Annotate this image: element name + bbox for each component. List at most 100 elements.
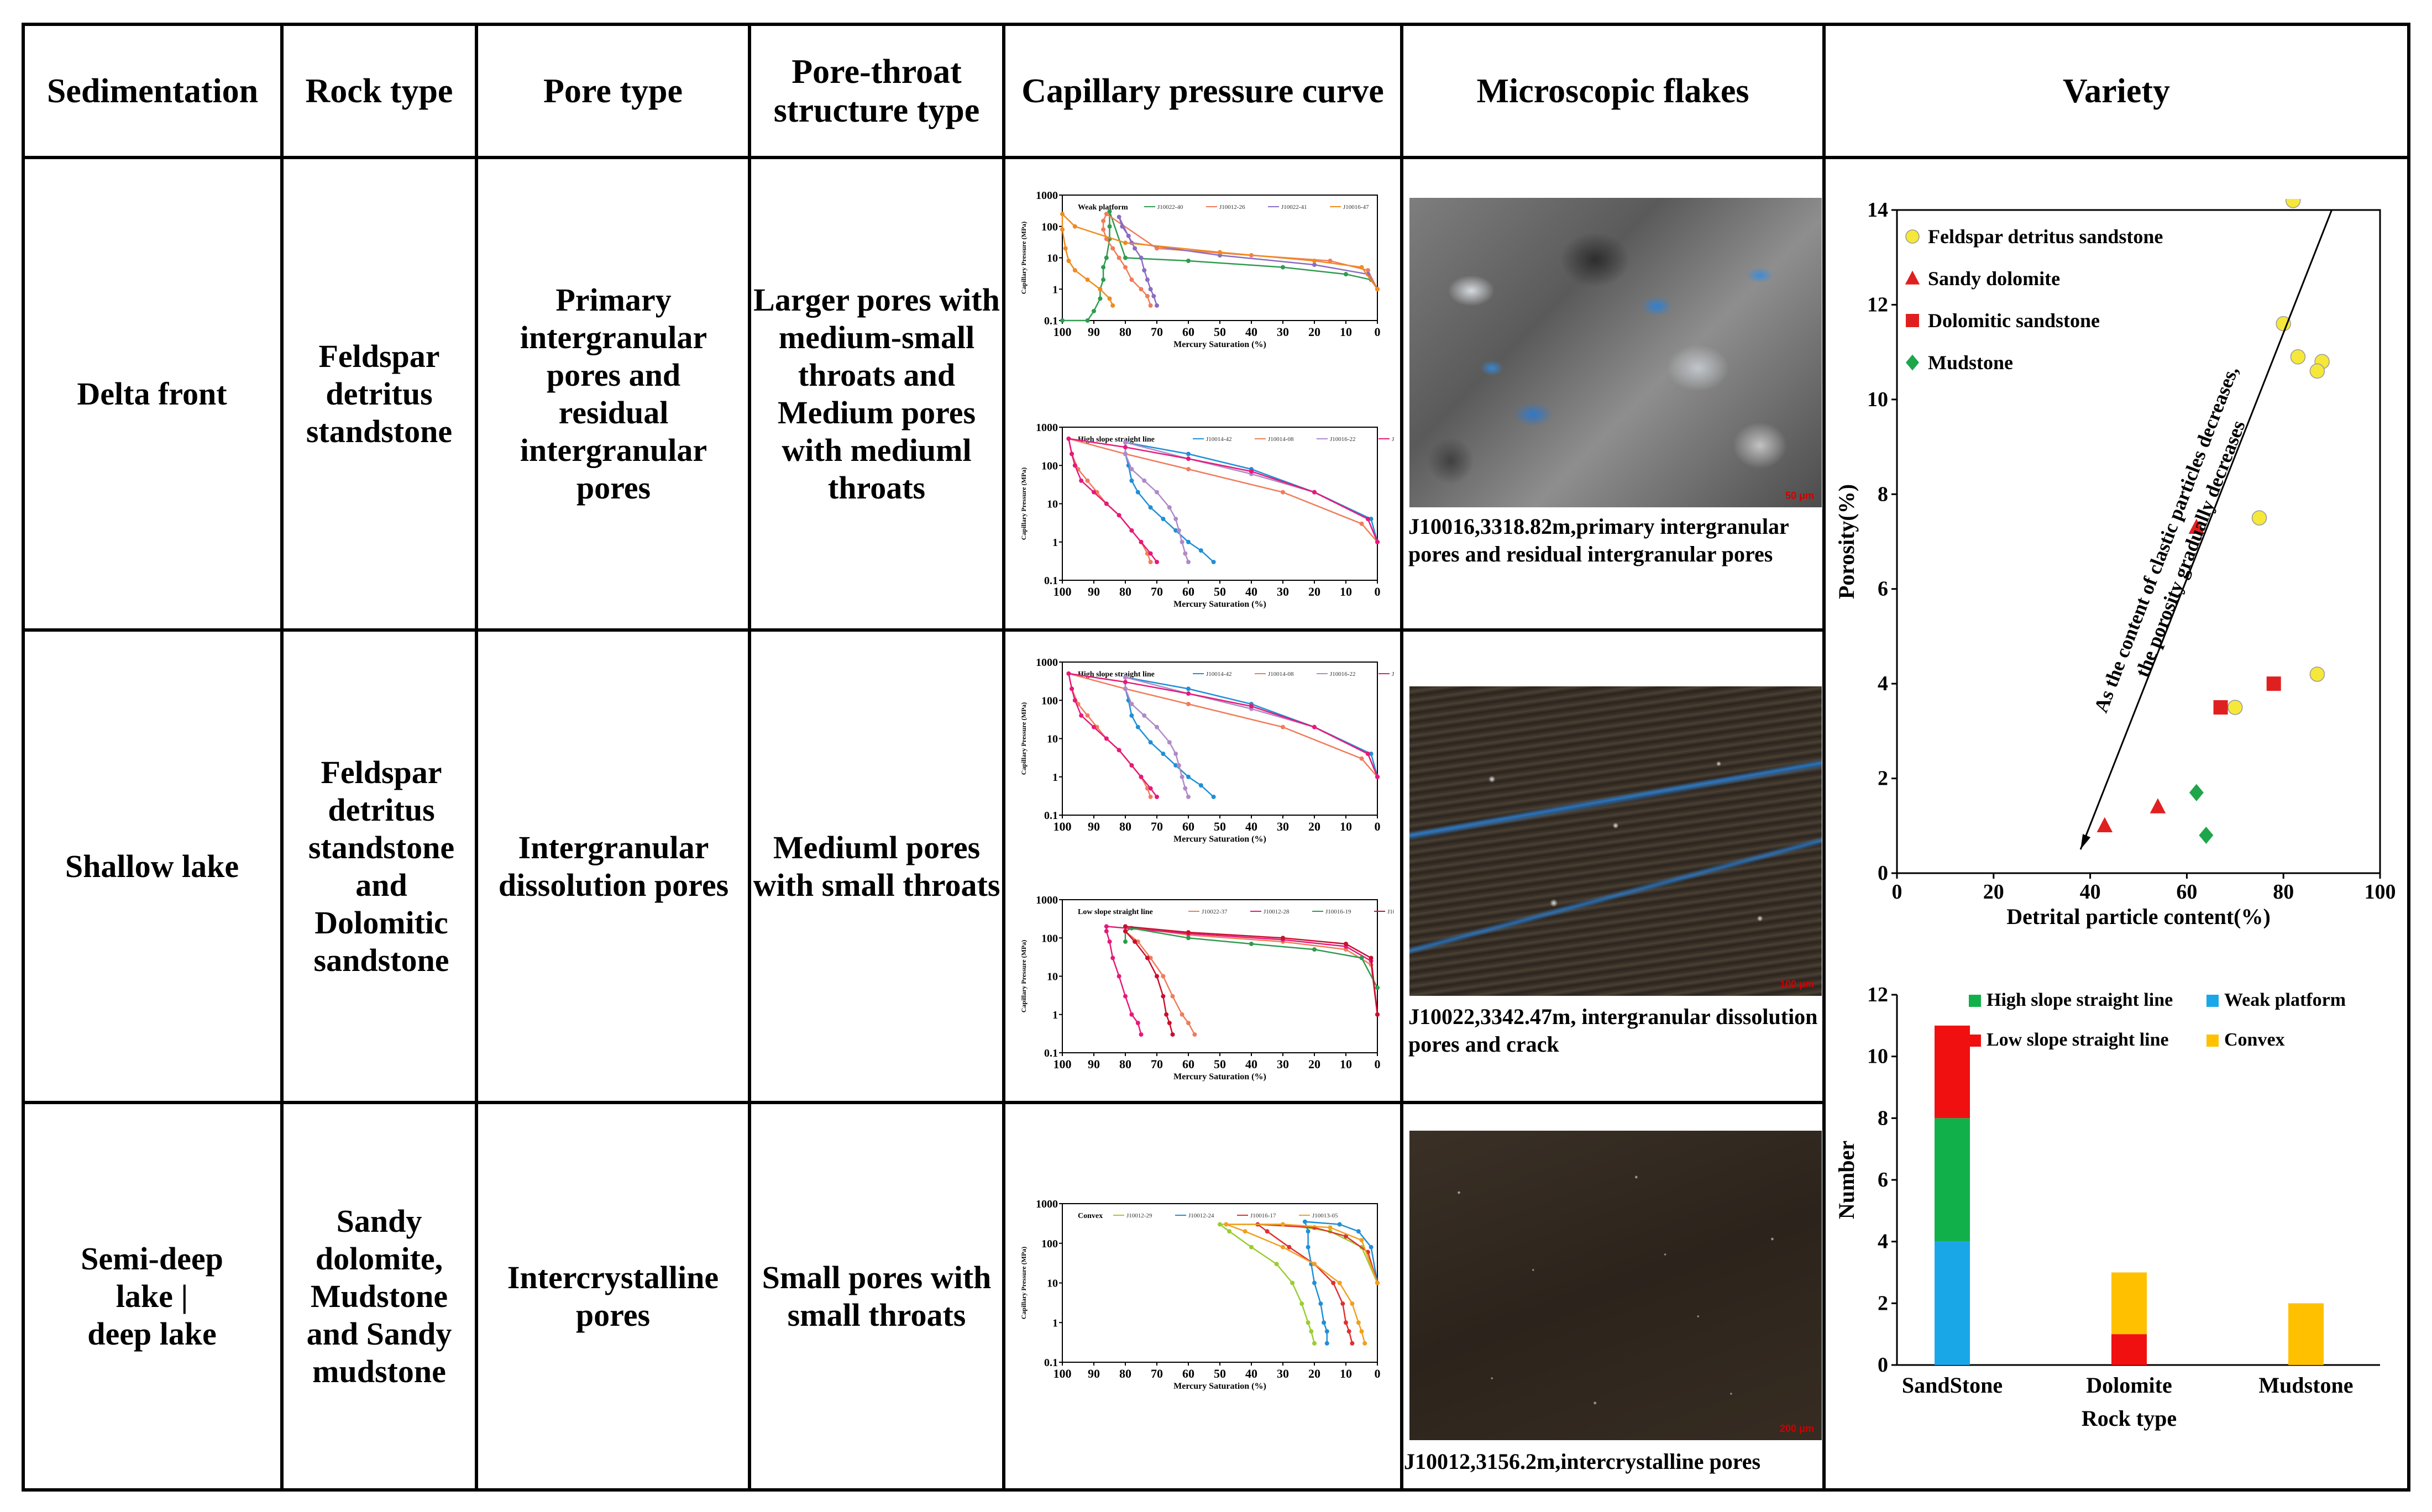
series-point [1072, 463, 1077, 468]
series-point [1070, 452, 1075, 456]
series-point [1161, 974, 1166, 979]
series-point [1180, 774, 1184, 779]
series-point [1148, 505, 1153, 510]
series-point [1331, 1280, 1336, 1285]
y-tick-label: 10 [1047, 1278, 1058, 1290]
series-point [1211, 794, 1216, 799]
scale-bar-1: 50 μm [1785, 490, 1814, 501]
row3-structure: Small pores with small throats [762, 1259, 992, 1333]
row1-sedimentation: Delta front [77, 375, 227, 412]
series-point [1139, 255, 1144, 260]
data-point [2227, 700, 2243, 715]
series-point [1101, 227, 1106, 232]
series-point [1101, 277, 1106, 282]
series-point [1180, 1012, 1184, 1017]
x-tick-label: 30 [1277, 325, 1289, 339]
series-point [1139, 539, 1144, 544]
series-point [1249, 704, 1254, 708]
row1-rock-type: Feldspar detritus standstone [306, 338, 453, 449]
series-point [1375, 539, 1380, 544]
y-tick-label: 0.1 [1044, 1047, 1058, 1059]
series-point [1123, 445, 1128, 450]
series-point [1249, 469, 1254, 474]
series-point [1107, 296, 1112, 301]
y-tick-label: 0.1 [1044, 1357, 1058, 1369]
series-line [1124, 926, 1379, 1035]
series-point [1129, 478, 1134, 483]
x-tick-label: 40 [1245, 585, 1257, 599]
x-axis-label: Detrital particle content(%) [2006, 904, 2271, 928]
x-tick-label: 10 [1340, 585, 1352, 599]
y-tick-label: 100 [1041, 221, 1058, 233]
series-point [1170, 1032, 1175, 1037]
series-point [1085, 277, 1090, 282]
series-point [1129, 528, 1134, 533]
category-label: Dolomite [2086, 1373, 2172, 1398]
x-axis-label: Mercury Saturation (%) [1173, 600, 1266, 609]
y-tick-label: 10 [1047, 253, 1058, 265]
series-point [1198, 548, 1203, 553]
series-point [1092, 308, 1096, 313]
header-rock-type: Rock type [305, 72, 453, 110]
series-point [1306, 1245, 1311, 1250]
y-tick-label: 100 [1041, 1238, 1058, 1250]
y-tick-label: 2 [1878, 767, 1888, 790]
y-tick-label: 8 [1878, 482, 1888, 506]
x-tick-label: 50 [1214, 325, 1226, 339]
series-point [1218, 1222, 1222, 1227]
series-point [1186, 686, 1191, 691]
x-tick-label: 20 [1308, 1367, 1320, 1380]
series-point [1129, 1012, 1134, 1017]
series-point [1129, 466, 1134, 471]
data-point [2285, 199, 2301, 208]
series-point [1120, 224, 1125, 229]
series-line [1124, 676, 1379, 797]
series-point [1186, 466, 1191, 471]
x-tick-label: 100 [1053, 820, 1072, 833]
bar-segment [2288, 1303, 2324, 1365]
series-point [1123, 452, 1128, 456]
series-point [1063, 246, 1068, 251]
x-tick-label: 30 [1277, 1367, 1289, 1380]
series-point [1243, 1229, 1248, 1234]
x-tick-label: 80 [1119, 1367, 1131, 1380]
thin-section-photo-1: 50 μm [1409, 198, 1822, 507]
series-point [1176, 763, 1181, 768]
series-point [1098, 296, 1103, 301]
row3-pore-type: Intercrystalline pores [507, 1259, 719, 1333]
y-tick-label: 1000 [1036, 422, 1058, 434]
x-tick-label: 20 [1983, 880, 2004, 904]
data-point [2213, 700, 2228, 715]
legend-label: J10014-42 [1206, 436, 1231, 443]
series-point [1104, 929, 1109, 934]
x-tick-label: 10 [1340, 325, 1352, 339]
x-tick-label: 100 [1053, 1367, 1072, 1380]
bar-segment [2111, 1272, 2147, 1335]
x-tick-label: 0 [1375, 325, 1381, 339]
row2-rock-type: Feldspar detritus standstone and Dolomit… [308, 754, 455, 978]
y-tick-label: 6 [1878, 578, 1888, 601]
series-point [1107, 224, 1112, 229]
series-point [1123, 924, 1128, 929]
series-point [1183, 786, 1188, 791]
legend-label: J10016-17 [1250, 1212, 1276, 1219]
scale-bar-3: 200 μm [1779, 1423, 1814, 1434]
series-point [1359, 1238, 1364, 1243]
legend-label: J10016-19 [1325, 909, 1351, 915]
series-point [1123, 675, 1128, 680]
legend-label: High slope straight line [1987, 990, 2173, 1010]
series-point [1145, 551, 1150, 556]
x-tick-label: 0 [1375, 820, 1381, 833]
series-point [1344, 272, 1348, 277]
x-tick-label: 80 [2273, 880, 2294, 904]
x-tick-label: 90 [1088, 1367, 1100, 1380]
series-point [1312, 947, 1317, 952]
series-point [1186, 559, 1191, 564]
data-point [2096, 817, 2113, 832]
legend-label: J10016-22 [1330, 436, 1355, 443]
category-label: Mudstone [2258, 1373, 2353, 1398]
series-point [1072, 268, 1077, 273]
legend-label: J10022-40 [1157, 204, 1183, 211]
x-tick-label: 50 [1214, 1367, 1226, 1380]
